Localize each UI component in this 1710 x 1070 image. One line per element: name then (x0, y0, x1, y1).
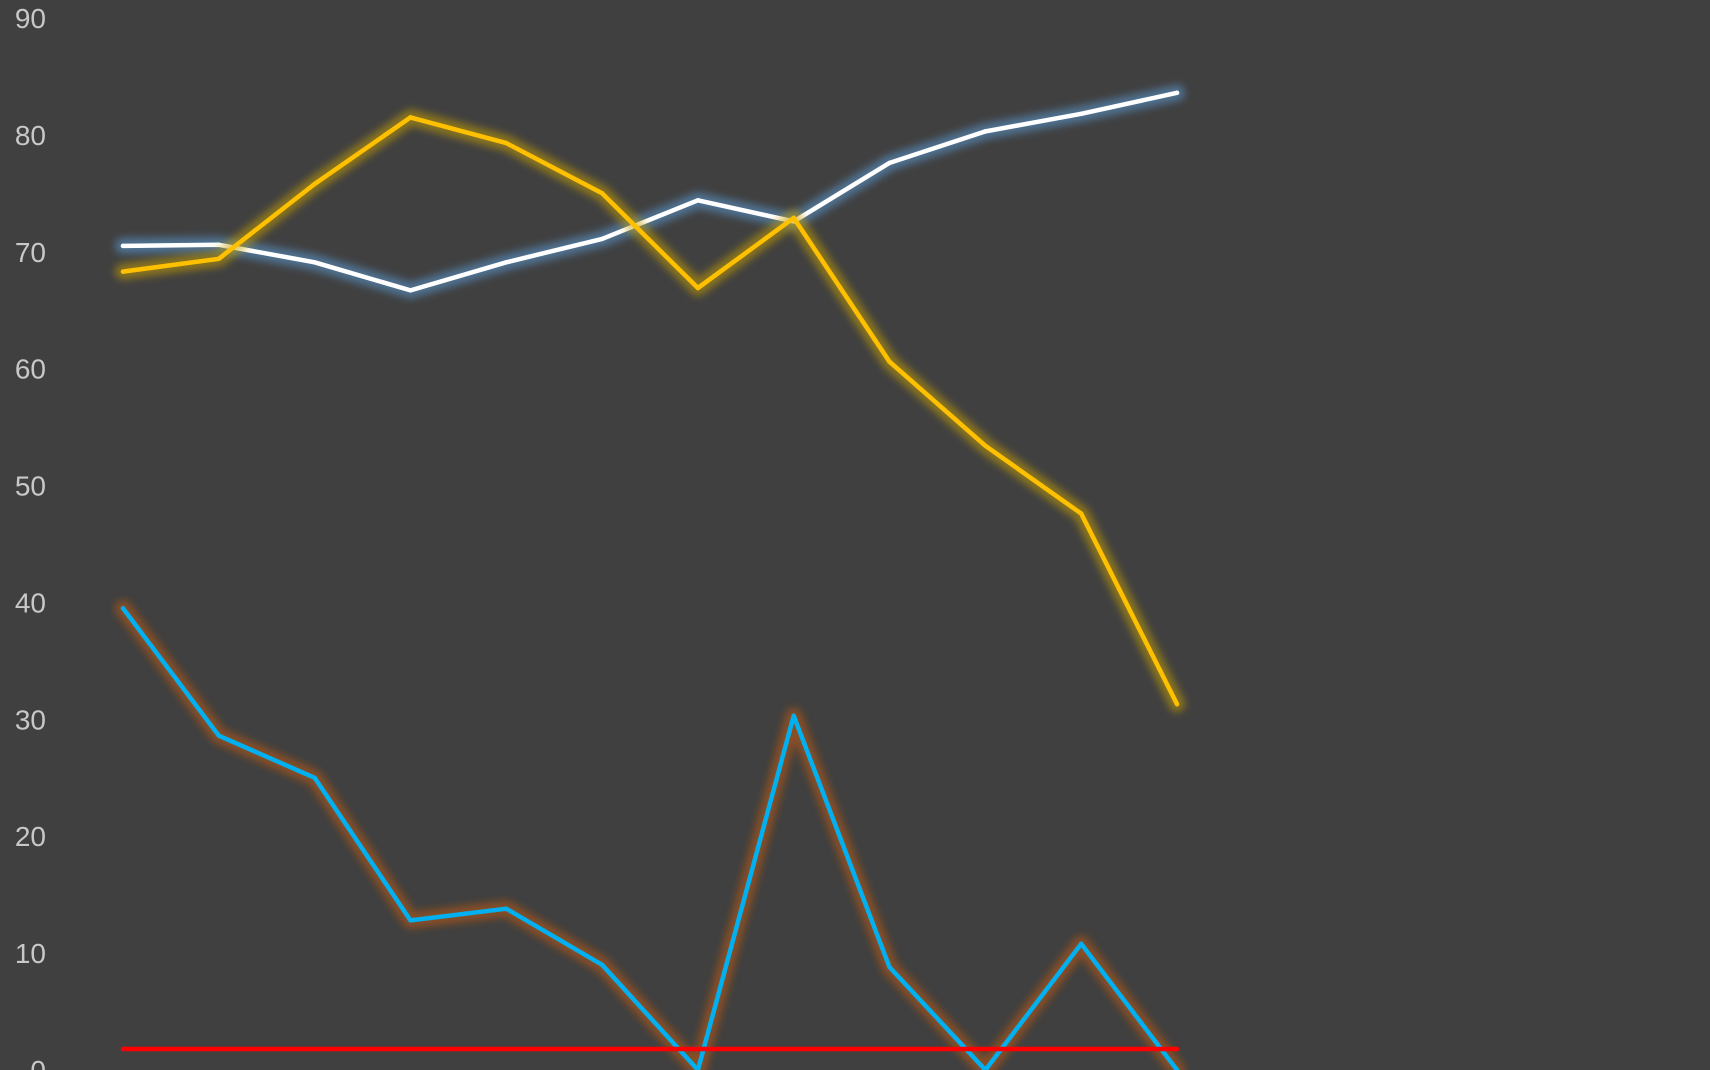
series-2-point-6 (599, 191, 605, 196)
series-1-line (120, 90, 1180, 293)
series-2-glow (115, 109, 1185, 713)
series-4-point-2 (216, 1046, 222, 1052)
series-1-point-10 (983, 129, 988, 134)
y-axis-tick-labels: 0 10 20 30 40 50 60 70 80 90 (15, 3, 46, 1070)
series-4-point-5 (504, 1046, 509, 1052)
y-tick-label-20: 20 (15, 821, 46, 852)
series-2-point-5 (504, 140, 509, 146)
series-2-point-11 (1078, 511, 1084, 516)
y-tick-label-50: 50 (15, 471, 46, 502)
series-3 (115, 600, 1185, 1070)
series-3-point-5 (504, 906, 509, 911)
series-1-point-11 (1078, 111, 1084, 117)
series-4-point-10 (983, 1046, 988, 1052)
series-1-point-7 (695, 198, 701, 203)
series-2-point-4 (408, 115, 413, 120)
y-tick-label-90: 90 (15, 3, 46, 34)
y-tick-label-60: 60 (15, 354, 46, 385)
series-2-point-7 (695, 285, 701, 291)
series-4-point-8 (791, 1046, 796, 1052)
y-tick-label-0: 0 (30, 1055, 46, 1070)
series-1-point-9 (887, 160, 892, 166)
series-3-point-4 (408, 918, 413, 923)
series-2-point-2 (216, 256, 222, 261)
series-3-point-11 (1078, 941, 1084, 946)
series-4 (115, 1041, 1185, 1057)
series-3-point-8 (791, 713, 796, 719)
series-2-point-12 (1174, 701, 1180, 707)
series-1-point-3 (312, 260, 317, 265)
series-1-point-2 (216, 242, 222, 247)
series-2-point-9 (887, 359, 892, 364)
series-2-line (120, 115, 1180, 707)
series-1-point-4 (408, 288, 413, 293)
series-3-line (120, 606, 1180, 1070)
series-4-point-11 (1078, 1046, 1084, 1052)
series-4-point-12 (1174, 1046, 1180, 1052)
series-1-point-6 (599, 236, 605, 242)
y-tick-label-10: 10 (15, 938, 46, 969)
series-4-point-9 (887, 1046, 892, 1052)
series-3-point-3 (312, 775, 317, 780)
y-tick-label-70: 70 (15, 237, 46, 268)
series-2-point-1 (120, 269, 126, 274)
series-3-point-12 (1174, 1067, 1180, 1070)
series-1-glow (115, 84, 1185, 299)
series-3-point-7 (695, 1067, 701, 1070)
series-3-point-1 (120, 606, 126, 611)
y-tick-label-30: 30 (15, 704, 46, 735)
y-tick-label-40: 40 (15, 587, 46, 618)
series-1-point-1 (120, 243, 126, 249)
series-4-point-6 (599, 1046, 605, 1052)
series-1-point-5 (504, 260, 509, 265)
series-2-point-3 (312, 181, 317, 187)
series-4-point-1 (120, 1046, 126, 1052)
series-3-point-6 (599, 962, 605, 967)
series-2-point-10 (983, 443, 988, 449)
y-tick-label-80: 80 (15, 120, 46, 151)
series-4-point-7 (695, 1046, 701, 1052)
series-layer (115, 84, 1185, 1070)
series-1 (115, 84, 1185, 299)
series-2-point-8 (791, 215, 796, 221)
series-3-point-9 (887, 964, 892, 970)
series-1-point-12 (1174, 90, 1180, 96)
series-2 (115, 109, 1185, 713)
series-3-point-10 (983, 1067, 988, 1070)
series-4-point-4 (408, 1046, 413, 1052)
series-4-point-3 (312, 1046, 317, 1052)
series-3-glow (115, 600, 1185, 1070)
series-3-point-2 (216, 733, 222, 738)
